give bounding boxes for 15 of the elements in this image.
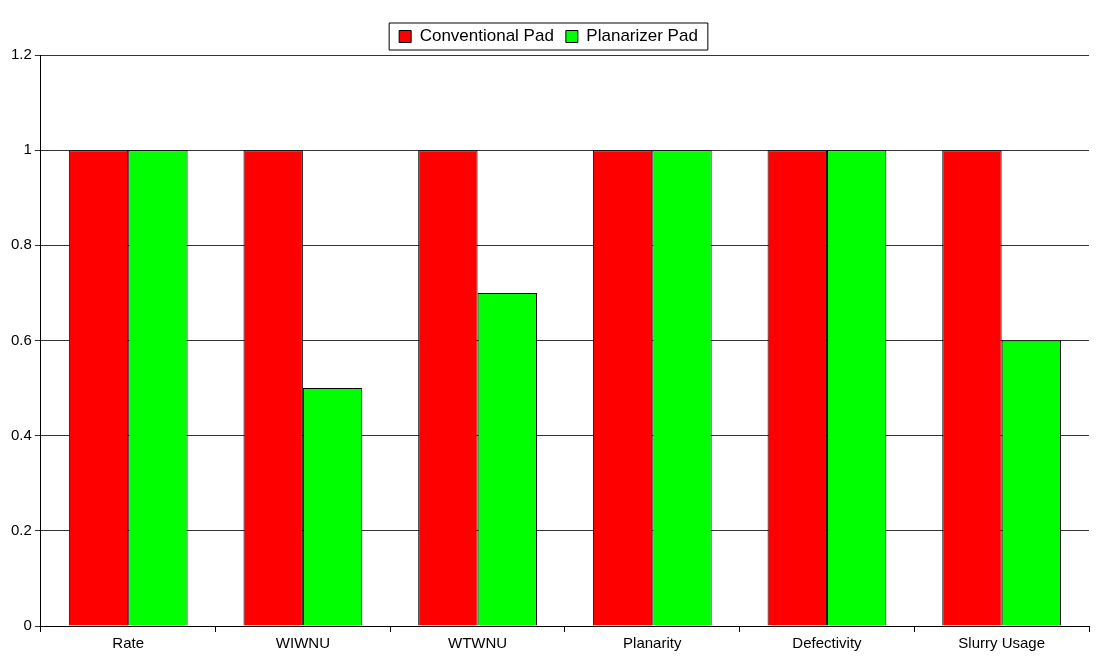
x-tick-label: Defectivity xyxy=(792,634,863,652)
y-tick-label: 1.2 xyxy=(10,45,32,63)
y-tick-label: 0.8 xyxy=(10,235,32,253)
x-tick-label: Slurry Usage xyxy=(958,634,1046,652)
y-tick-label: 0 xyxy=(23,616,32,634)
y-tick-label: 1 xyxy=(23,140,32,158)
x-tick-label: Rate xyxy=(112,634,145,652)
y-tick-label: 0.6 xyxy=(10,330,32,348)
x-tick-label: WTWNU xyxy=(448,634,508,652)
y-tick-label: 0.2 xyxy=(10,520,32,538)
x-tick-label: WIWNU xyxy=(275,634,330,652)
legend-label: Planarizer Pad xyxy=(586,26,698,46)
y-tick-label: 0.4 xyxy=(10,425,32,443)
x-tick-label: Planarity xyxy=(623,634,682,652)
legend-label: Conventional Pad xyxy=(419,26,554,46)
